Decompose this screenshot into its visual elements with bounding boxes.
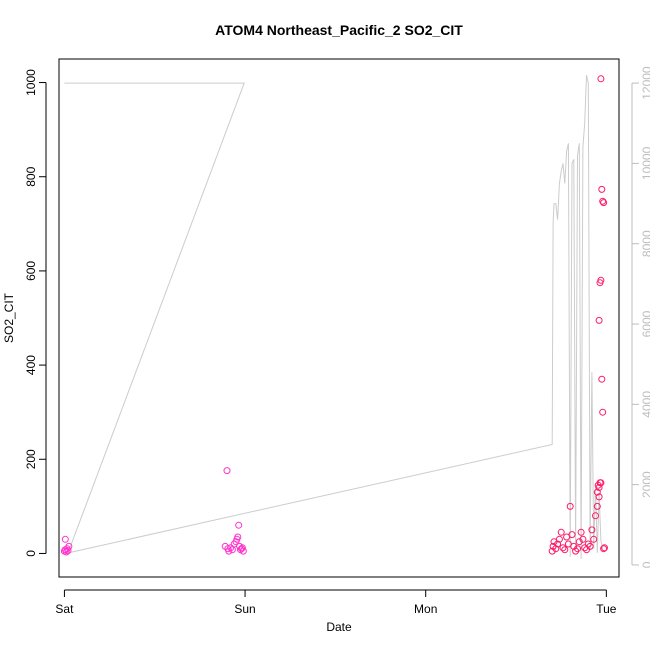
data-point xyxy=(557,528,565,536)
x-tick-label: Sun xyxy=(234,602,255,616)
data-point xyxy=(554,540,562,548)
y2-tick-label: 4000 xyxy=(640,391,650,418)
data-point xyxy=(592,512,599,520)
data-point xyxy=(65,542,73,550)
x-tick-label: Tue xyxy=(596,602,617,616)
line-series xyxy=(64,74,604,559)
data-point xyxy=(590,535,598,543)
data-point xyxy=(64,547,72,555)
data-point xyxy=(595,493,603,501)
data-point xyxy=(599,197,607,205)
data-point xyxy=(561,546,569,554)
data-point xyxy=(552,545,560,553)
data-point xyxy=(595,316,603,324)
y2-tick-label: 12000 xyxy=(640,66,650,100)
data-point xyxy=(235,521,243,529)
data-point xyxy=(598,375,606,383)
y2-tick-label: 10000 xyxy=(640,146,650,180)
data-point xyxy=(568,531,576,539)
plot-border xyxy=(58,58,620,578)
data-point xyxy=(559,544,567,552)
data-point xyxy=(548,547,556,555)
data-point xyxy=(61,535,69,543)
y2-tick-label: 8000 xyxy=(640,230,650,257)
y2-tick-label: 0 xyxy=(640,561,650,568)
data-point xyxy=(574,545,581,553)
y-tick-label: 1000 xyxy=(24,69,38,96)
data-point xyxy=(579,535,587,543)
y2-tick-label: 2000 xyxy=(640,471,650,498)
data-point xyxy=(239,547,247,555)
data-point xyxy=(597,479,605,487)
x-tick-label: Mon xyxy=(414,602,437,616)
y2-tick-label: 6000 xyxy=(640,310,650,337)
data-point xyxy=(62,548,70,556)
data-point xyxy=(575,538,583,546)
y-axis-right: 0 2000 4000 6000 8000 10000 12000 xyxy=(631,66,650,568)
data-point xyxy=(596,279,604,287)
data-point xyxy=(570,542,578,550)
data-point xyxy=(586,542,594,550)
y-tick-label: 200 xyxy=(24,449,38,469)
data-point xyxy=(598,185,606,193)
point-series-group xyxy=(60,75,608,556)
chart-title: ATOM4 Northeast_Pacific_2 SO2_CIT xyxy=(215,22,463,38)
line-series-group xyxy=(64,74,604,559)
data-point xyxy=(588,526,596,534)
x-axis-label: Date xyxy=(326,620,352,634)
y-tick-label: 0 xyxy=(24,550,38,557)
x-axis: Sat Sun Mon Tue xyxy=(55,589,617,616)
y-axis-left: 0 200 400 600 800 1000 xyxy=(24,69,47,557)
data-point xyxy=(597,75,605,83)
x-tick-label: Sat xyxy=(55,602,74,616)
data-point xyxy=(599,408,607,416)
data-point xyxy=(238,544,246,552)
data-point xyxy=(225,547,233,555)
y-tick-label: 800 xyxy=(24,166,38,186)
y-tick-label: 600 xyxy=(24,261,38,281)
data-point xyxy=(600,199,608,207)
data-point xyxy=(566,502,574,510)
data-point xyxy=(595,484,603,491)
y-tick-label: 400 xyxy=(24,355,38,375)
data-point xyxy=(600,545,608,553)
data-point xyxy=(593,488,601,496)
data-point xyxy=(223,467,231,475)
y-axis-label: SO2_CIT xyxy=(2,292,16,343)
data-point xyxy=(577,528,585,536)
data-point xyxy=(593,502,601,510)
data-point xyxy=(555,535,563,543)
data-point xyxy=(601,544,608,552)
data-point xyxy=(227,544,235,552)
data-point xyxy=(234,533,242,541)
